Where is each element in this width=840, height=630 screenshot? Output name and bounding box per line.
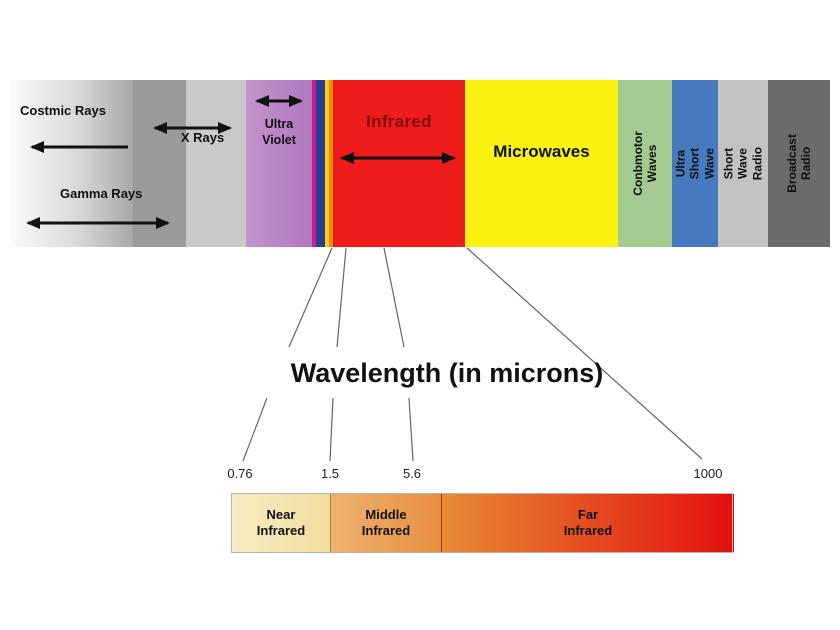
- far-infrared-label: Far Infrared: [563, 506, 613, 538]
- tick-0.76: 0.76: [227, 466, 253, 481]
- tick-1000: 1000: [693, 466, 723, 481]
- tick-5.6: 5.6: [402, 466, 422, 481]
- segment-broadcast-radio: Broadcast Radio: [768, 80, 830, 247]
- band-far-infrared: Far Infrared: [441, 494, 734, 552]
- connector-56-lower: [408, 397, 414, 462]
- x-rays-label: X Rays: [180, 130, 225, 145]
- infrared-label: Infrared: [366, 112, 432, 131]
- ultra-short-wave-label: Ultra Short Wave: [673, 147, 717, 180]
- segment-infrared: Infrared: [333, 80, 465, 247]
- connector-076-lower: [242, 397, 268, 462]
- segment-xray-dark: [133, 80, 186, 247]
- ultraviolet-label: Ultra Violet: [262, 117, 296, 148]
- near-infrared-label: Near Infrared: [256, 506, 306, 538]
- segment-ultraviolet: Ultra Violet: [246, 80, 312, 247]
- segment-visible-orange-strip: [329, 80, 333, 247]
- connector-1000: [466, 247, 703, 460]
- segment-visible-magenta-strip: [312, 80, 316, 247]
- segment-short-wave-radio: Short Wave Radio: [718, 80, 768, 247]
- gamma-rays-label: Gamma Rays: [60, 186, 143, 201]
- segment-visible-yellow-strip: [325, 80, 329, 247]
- segment-cosmic-gamma: Costmic Rays: [10, 80, 133, 247]
- segment-conbmotor-waves: Conbmotor Waves: [618, 80, 672, 247]
- broadcast-radio-label: Broadcast Radio: [784, 134, 813, 193]
- connector-076-upper: [288, 247, 333, 348]
- connector-15-upper: [336, 247, 347, 348]
- conbmotor-waves-label: Conbmotor Waves: [630, 131, 659, 196]
- band-near-infrared: Near Infrared: [232, 494, 330, 552]
- infrared-bands-bar: Near Infrared Middle Infrared Far Infrar…: [231, 493, 734, 553]
- segment-xray-light: [186, 80, 246, 247]
- tick-1.5: 1.5: [320, 466, 340, 481]
- short-wave-radio-label: Short Wave Radio: [721, 146, 765, 181]
- segment-ultra-short-wave: Ultra Short Wave: [672, 80, 718, 247]
- segment-microwaves: Microwaves: [465, 80, 618, 247]
- cosmic-rays-label: Costmic Rays: [20, 103, 106, 118]
- microwaves-label: Microwaves: [493, 142, 590, 161]
- connector-15-lower: [329, 397, 334, 462]
- middle-infrared-label: Middle Infrared: [361, 506, 411, 538]
- connector-56-upper: [383, 247, 405, 348]
- spectrum-bar: Costmic Rays Ultra Violet Infrared Micro…: [10, 80, 830, 247]
- wavelength-title: Wavelength (in microns): [290, 358, 604, 388]
- band-middle-infrared: Middle Infrared: [330, 494, 441, 552]
- segment-visible-blue-strip: [316, 80, 325, 247]
